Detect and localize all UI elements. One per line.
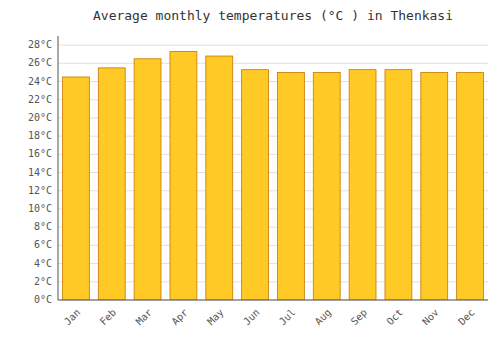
x-tick-label: Jan xyxy=(62,307,83,328)
grid xyxy=(58,45,488,300)
x-axis xyxy=(58,300,488,301)
y-tick-label: 24°C xyxy=(28,76,52,87)
y-tick-label: 16°C xyxy=(28,148,52,159)
y-axis xyxy=(58,36,59,300)
y-tick-label: 20°C xyxy=(28,112,52,123)
x-tick-label: Mar xyxy=(134,307,155,328)
x-tick-label: Sep xyxy=(349,307,370,328)
y-tick-label: 0°C xyxy=(34,294,52,305)
x-tick-label: Oct xyxy=(384,307,405,328)
y-tick-label: 18°C xyxy=(28,130,52,141)
bars xyxy=(62,51,483,300)
x-tick-label: Dec xyxy=(456,307,477,328)
chart-container: 0°C 2°C 4°C 6°C 8°C 10°C 12°C 14°C 16°C 18°C 20°C 2… xyxy=(0,0,500,350)
y-tick-label: 10°C xyxy=(28,203,52,214)
y-tick-label: 14°C xyxy=(28,167,52,178)
y-tick-label: 26°C xyxy=(28,57,52,68)
bar xyxy=(457,72,484,300)
bar xyxy=(170,51,197,300)
bar xyxy=(313,72,340,300)
x-tick-label: Jul xyxy=(277,307,298,328)
y-tick-label: 28°C xyxy=(28,39,52,50)
title: Average monthly temperatures (°C ) in Th… xyxy=(93,8,453,23)
y-tick-label: 4°C xyxy=(34,258,52,269)
y-tick-label: 8°C xyxy=(34,221,52,232)
y-tick-label: 22°C xyxy=(28,94,52,105)
bar xyxy=(206,56,233,300)
x-tick-label: Jun xyxy=(241,307,262,328)
bar xyxy=(98,68,125,300)
bar xyxy=(62,77,89,300)
y-tick-label: 6°C xyxy=(34,239,52,250)
bar xyxy=(277,72,304,300)
grid-line xyxy=(58,300,488,301)
bar xyxy=(385,70,412,300)
x-tick-label: Feb xyxy=(98,307,119,328)
x-tick-label: Aug xyxy=(313,307,334,328)
bar xyxy=(242,70,269,300)
grid-line xyxy=(58,63,488,64)
x-tick-label: Apr xyxy=(169,307,190,328)
x-tick-label: Nov xyxy=(420,307,441,328)
bar xyxy=(134,59,161,300)
y-tick-label: 12°C xyxy=(28,185,52,196)
x-tick-label: May xyxy=(205,307,226,328)
grid-line xyxy=(58,45,488,46)
y-tick-label: 2°C xyxy=(34,276,52,287)
chart: 0°C 2°C 4°C 6°C 8°C 10°C 12°C 14°C 16°C 18°C 20°C 2… xyxy=(0,0,500,350)
bar xyxy=(349,70,376,300)
bar xyxy=(421,72,448,300)
